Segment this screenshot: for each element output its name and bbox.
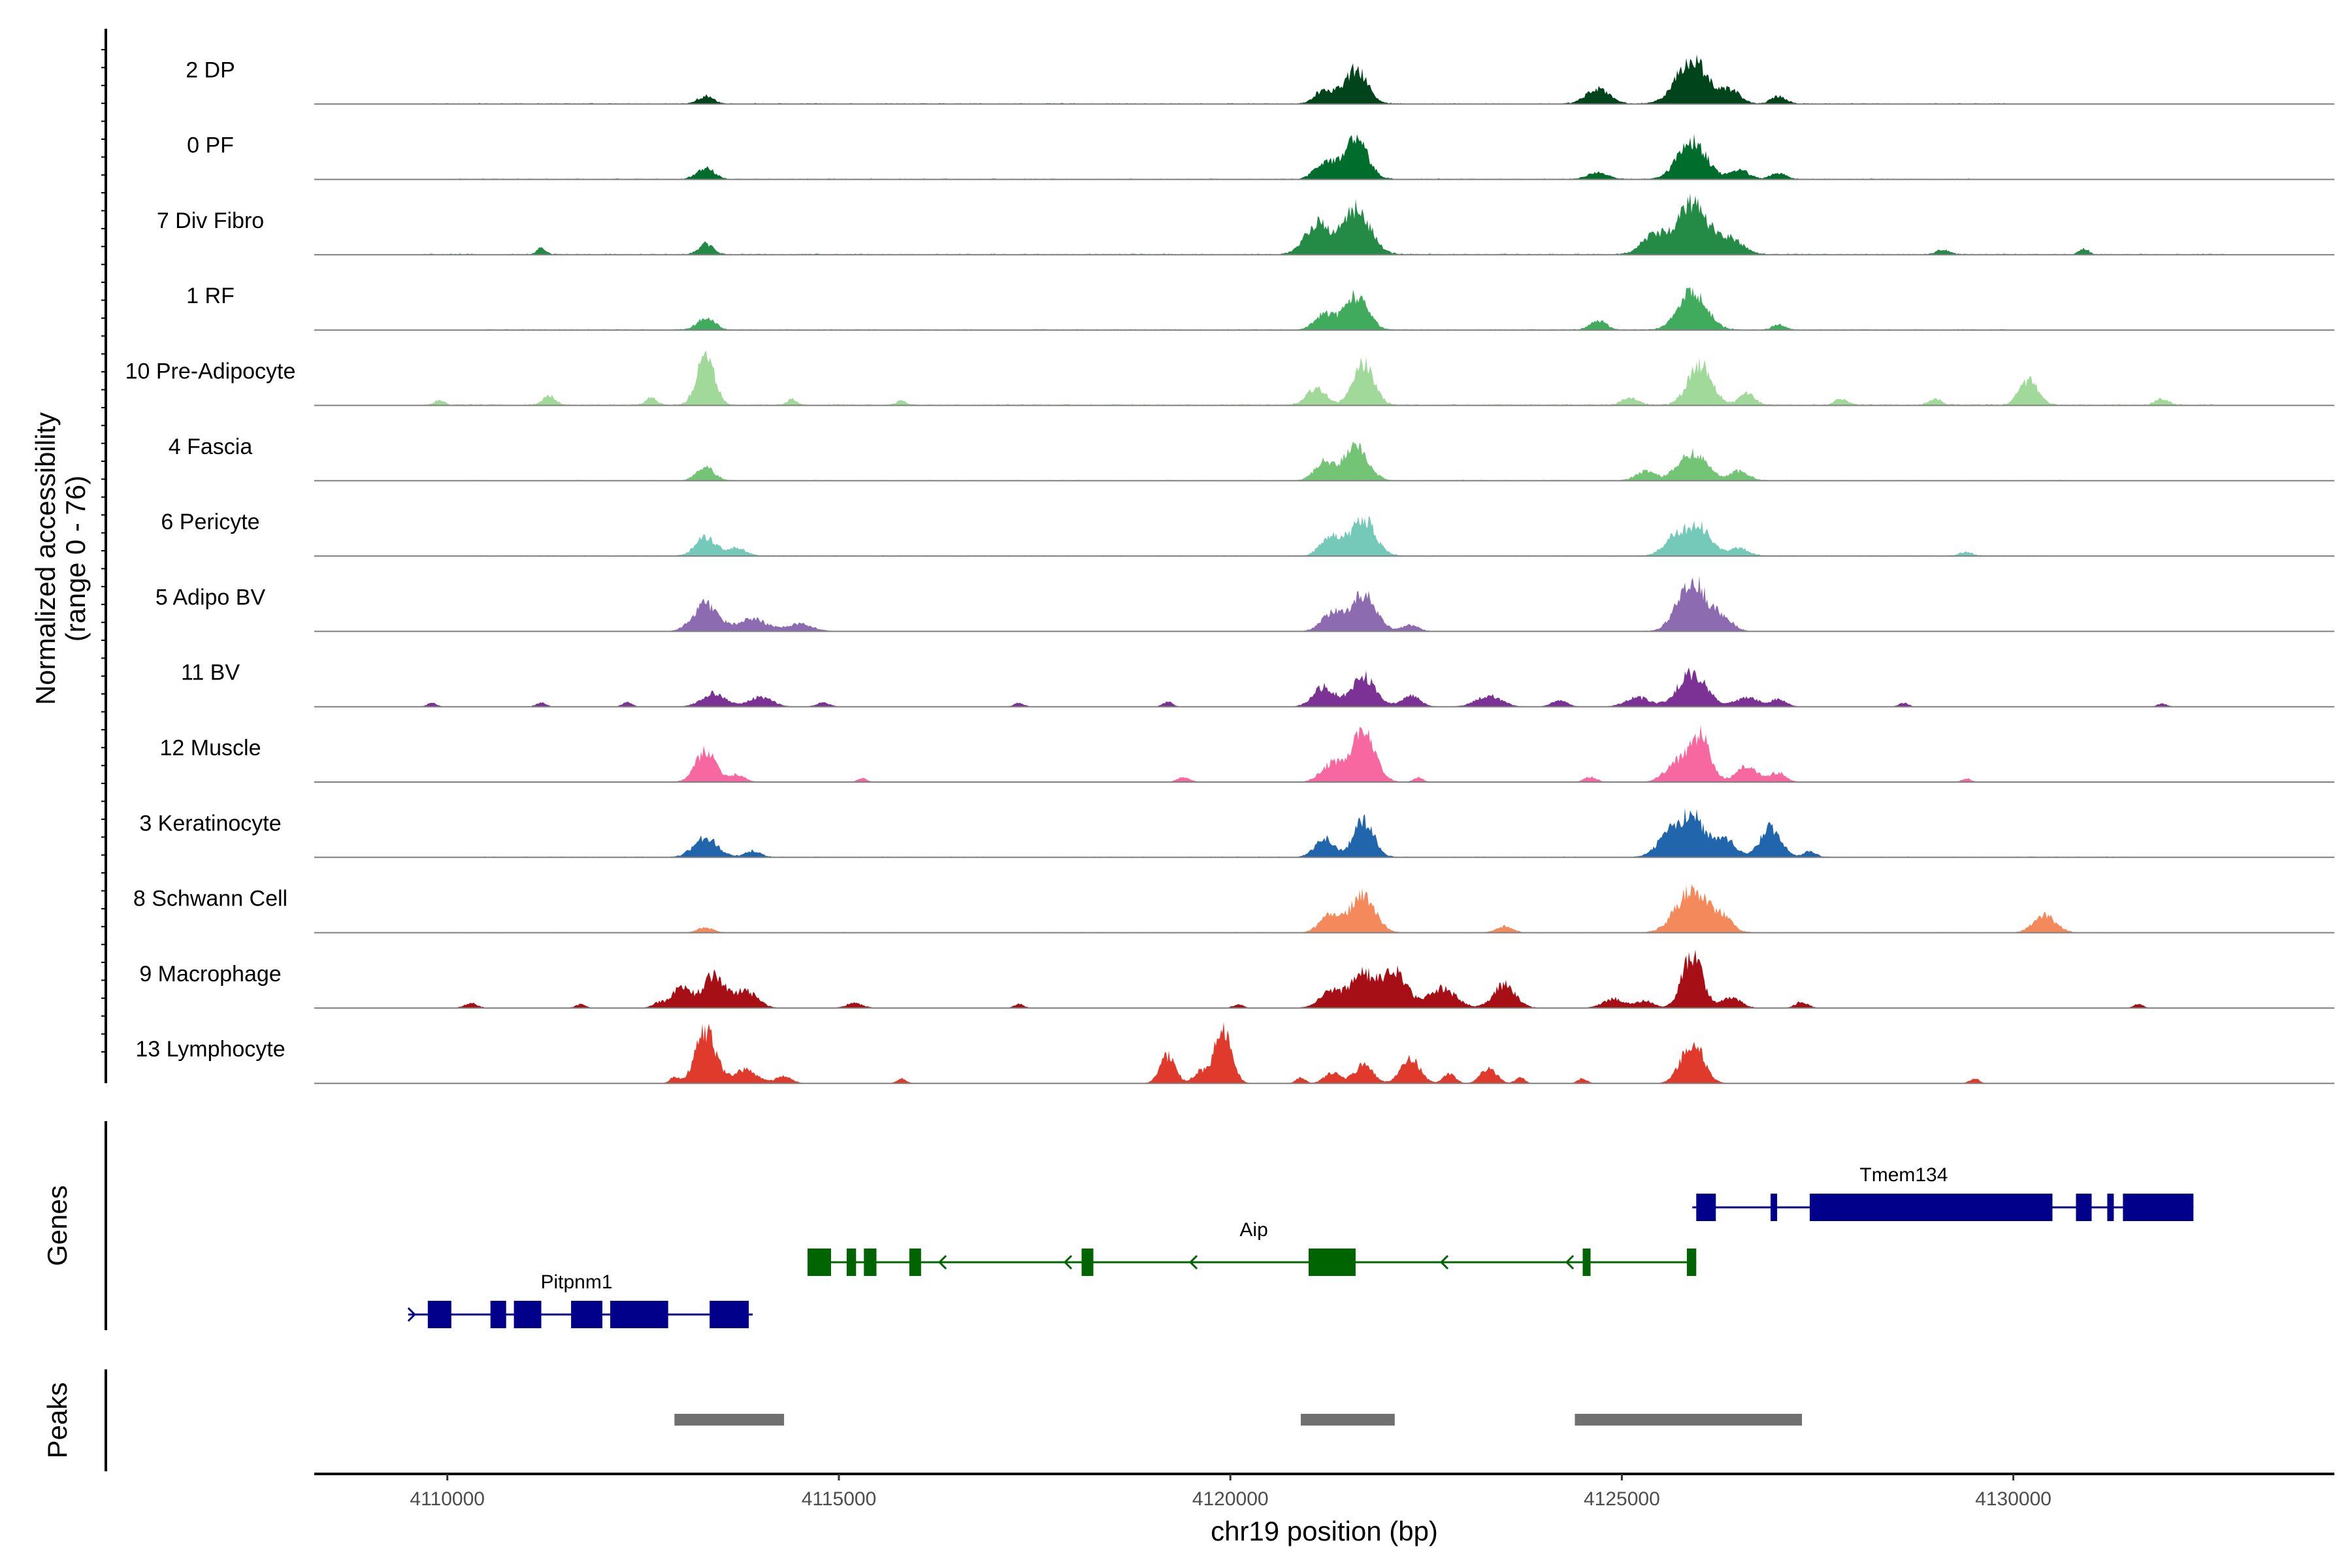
coverage-track	[314, 808, 2334, 858]
gene-exon	[864, 1249, 877, 1276]
coverage-area	[314, 516, 2334, 557]
coverage-area	[314, 441, 2334, 481]
peak-region	[674, 1414, 785, 1426]
gene-name: Tmem134	[1859, 1164, 1948, 1186]
x-axis-title: chr19 position (bp)	[1211, 1516, 1438, 1546]
coverage-area	[314, 287, 2334, 331]
peak-regions	[674, 1414, 1803, 1426]
coverage-track	[314, 441, 2334, 482]
gene-exon	[490, 1301, 506, 1328]
strand-arrow	[938, 1254, 947, 1270]
coverage-area	[314, 193, 2334, 255]
track-label: 8 Schwann Cell	[133, 887, 287, 911]
coverage-track	[314, 1022, 2334, 1085]
coverage-track	[314, 133, 2334, 180]
x-tick-label: 4130000	[1975, 1488, 2051, 1510]
gene-name: Aip	[1239, 1219, 1267, 1241]
strand-arrow	[1188, 1254, 1198, 1270]
gene-model: Aip	[808, 1219, 1697, 1276]
track-label: 4 Fascia	[169, 434, 253, 459]
coverage-area	[314, 576, 2334, 632]
gene-model: Pitpnm1	[407, 1271, 753, 1328]
genes-track-label: Genes	[42, 1185, 73, 1266]
coverage-area	[314, 351, 2334, 406]
gene-exon	[2107, 1194, 2114, 1221]
track-label: 10 Pre-Adipocyte	[125, 359, 296, 384]
coverage-track	[314, 516, 2334, 557]
coverage-track	[314, 667, 2334, 708]
gene-exon	[846, 1249, 857, 1276]
strand-arrow	[1439, 1254, 1449, 1270]
coverage-area	[314, 667, 2334, 707]
gene-exon	[610, 1301, 668, 1328]
track-label: 1 RF	[186, 284, 235, 308]
track-label: 13 Lymphocyte	[135, 1037, 285, 1062]
y-axis-ticks	[101, 49, 106, 1053]
x-tick-label: 4120000	[1192, 1488, 1269, 1510]
coverage-track	[314, 576, 2334, 632]
coverage-area	[314, 133, 2334, 180]
peaks-track-label: Peaks	[42, 1382, 73, 1459]
gene-exon	[1686, 1249, 1697, 1276]
gene-exon	[1696, 1194, 1716, 1221]
gene-exon	[909, 1249, 921, 1276]
gene-exon	[808, 1249, 831, 1276]
x-tick-label: 4115000	[802, 1488, 877, 1510]
gene-name: Pitpnm1	[540, 1271, 612, 1293]
track-label: 11 BV	[181, 661, 240, 685]
coverage-area	[314, 808, 2334, 858]
coverage-track	[314, 949, 2334, 1009]
track-label: 3 Keratinocyte	[139, 811, 281, 836]
coverage-area	[314, 884, 2334, 933]
track-label: 0 PF	[187, 133, 234, 158]
coverage-area	[314, 1022, 2334, 1084]
peak-region	[1575, 1414, 1803, 1426]
gene-exon	[1081, 1249, 1094, 1276]
coverage-area	[314, 725, 2334, 782]
gene-exon	[2123, 1194, 2194, 1221]
x-axis-ticks: 4110000 4115000 4120000 4125000 4130000	[410, 1474, 2051, 1510]
gene-model: Tmem134	[1692, 1164, 2194, 1221]
gene-exon	[710, 1301, 749, 1328]
strand-arrow	[407, 1307, 416, 1322]
gene-exon	[427, 1301, 451, 1328]
gene-exon	[1771, 1194, 1778, 1221]
coverage-track	[314, 725, 2334, 783]
coverage-area	[314, 54, 2334, 105]
coverage-tracks	[314, 54, 2334, 1085]
coverage-track	[314, 884, 2334, 934]
track-labels: 2 DP 0 PF 7 Div Fibro 1 RF 10 Pre-Adipocyte 4…	[125, 57, 296, 1062]
gene-exon	[1582, 1249, 1591, 1276]
coverage-area	[314, 949, 2334, 1008]
gene-exon	[2076, 1194, 2092, 1221]
track-label: 2 DP	[186, 57, 235, 82]
track-label: 6 Pericyte	[161, 510, 259, 534]
gene-exon	[1810, 1194, 2053, 1221]
coverage-track	[314, 287, 2334, 331]
y-axis-title: Normalized accessibility	[30, 412, 61, 705]
gene-exon	[514, 1301, 542, 1328]
track-label: 9 Macrophage	[139, 962, 281, 987]
x-tick-label: 4110000	[410, 1488, 485, 1510]
coverage-track	[314, 193, 2334, 255]
x-tick-label: 4125000	[1584, 1488, 1660, 1510]
track-label: 5 Adipo BV	[155, 585, 266, 610]
track-label: 12 Muscle	[160, 736, 261, 760]
track-label: 7 Div Fibro	[157, 208, 264, 233]
gene-exon	[1309, 1249, 1356, 1276]
strand-arrow	[1063, 1254, 1073, 1270]
gene-exon	[571, 1301, 602, 1328]
gene-models: Tmem134 Aip Pitpnm1	[407, 1164, 2194, 1328]
coverage-track	[314, 54, 2334, 105]
coverage-track	[314, 351, 2334, 406]
y-axis-range: (range 0 - 76)	[60, 476, 91, 642]
peak-region	[1301, 1414, 1395, 1426]
strand-arrow	[1565, 1254, 1575, 1270]
